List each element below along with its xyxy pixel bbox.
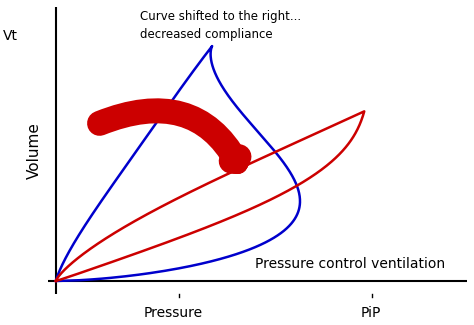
FancyArrowPatch shape bbox=[100, 111, 239, 161]
Text: PiP: PiP bbox=[360, 306, 381, 319]
Text: Curve shifted to the right...
decreased compliance: Curve shifted to the right... decreased … bbox=[140, 10, 301, 41]
Text: Vt: Vt bbox=[3, 29, 18, 43]
Text: Pressure control ventilation: Pressure control ventilation bbox=[255, 257, 445, 271]
Y-axis label: Volume: Volume bbox=[27, 122, 42, 179]
Text: Pressure: Pressure bbox=[144, 306, 203, 319]
FancyArrowPatch shape bbox=[100, 111, 240, 164]
